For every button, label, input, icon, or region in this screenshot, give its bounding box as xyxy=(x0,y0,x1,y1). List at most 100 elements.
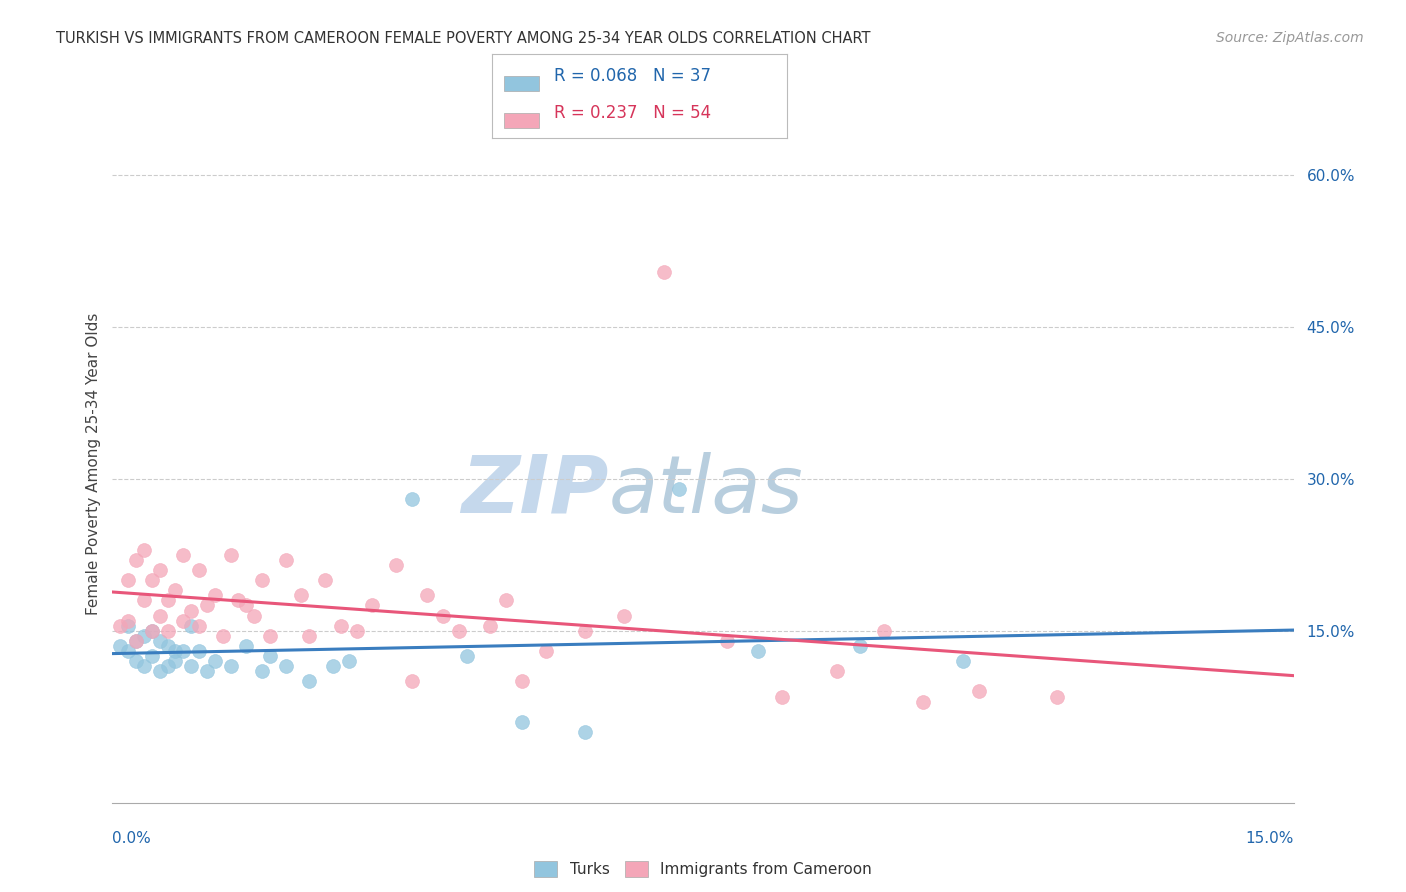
Text: TURKISH VS IMMIGRANTS FROM CAMEROON FEMALE POVERTY AMONG 25-34 YEAR OLDS CORRELA: TURKISH VS IMMIGRANTS FROM CAMEROON FEMA… xyxy=(56,31,870,46)
Point xyxy=(228,593,250,607)
Point xyxy=(156,624,179,638)
Point xyxy=(298,629,321,643)
Point xyxy=(156,639,179,653)
Point xyxy=(204,654,226,668)
Point xyxy=(314,573,336,587)
Point xyxy=(188,563,211,577)
Point xyxy=(149,634,172,648)
Point xyxy=(873,624,896,638)
Point xyxy=(195,665,218,679)
Point xyxy=(132,659,155,673)
Point xyxy=(235,639,257,653)
Point xyxy=(132,593,155,607)
Point xyxy=(188,644,211,658)
Text: R = 0.068   N = 37: R = 0.068 N = 37 xyxy=(554,67,711,85)
Point xyxy=(180,659,202,673)
Point xyxy=(211,629,233,643)
Point xyxy=(298,674,321,689)
Bar xyxy=(503,76,540,91)
Point xyxy=(165,654,187,668)
Point xyxy=(747,644,769,658)
Point xyxy=(165,644,187,658)
Text: atlas: atlas xyxy=(609,452,803,530)
Point xyxy=(447,624,470,638)
Point xyxy=(156,593,179,607)
Point xyxy=(432,608,454,623)
Point xyxy=(385,558,408,572)
Point xyxy=(117,573,139,587)
Point xyxy=(534,644,557,658)
Point xyxy=(110,618,132,632)
Point xyxy=(849,639,872,653)
Y-axis label: Female Poverty Among 25-34 Year Olds: Female Poverty Among 25-34 Year Olds xyxy=(86,313,101,615)
Point xyxy=(510,674,533,689)
Point xyxy=(967,684,990,698)
Point xyxy=(219,548,242,562)
Point xyxy=(156,659,179,673)
Bar xyxy=(503,112,540,128)
Point xyxy=(613,608,636,623)
Point xyxy=(141,649,163,664)
Point xyxy=(346,624,368,638)
Point xyxy=(290,588,312,602)
Point xyxy=(401,492,423,507)
Point xyxy=(188,618,211,632)
Point xyxy=(180,603,202,617)
Point xyxy=(574,624,596,638)
Point xyxy=(149,608,172,623)
Point xyxy=(172,548,194,562)
Point xyxy=(117,644,139,658)
Point xyxy=(361,599,384,613)
Point xyxy=(125,553,148,567)
Point xyxy=(259,649,281,664)
Text: ZIP: ZIP xyxy=(461,452,609,530)
Point xyxy=(149,563,172,577)
Point xyxy=(479,618,502,632)
Point xyxy=(652,264,675,278)
Point xyxy=(952,654,974,668)
Point xyxy=(510,714,533,729)
Point xyxy=(204,588,226,602)
Legend: Turks, Immigrants from Cameroon: Turks, Immigrants from Cameroon xyxy=(529,855,877,883)
Point xyxy=(337,654,360,668)
Point xyxy=(825,665,848,679)
Point xyxy=(141,624,163,638)
Point xyxy=(117,618,139,632)
Point xyxy=(912,695,935,709)
Point xyxy=(716,634,738,648)
Point xyxy=(172,614,194,628)
Point xyxy=(149,665,172,679)
Point xyxy=(125,634,148,648)
Point xyxy=(125,634,148,648)
Point xyxy=(125,654,148,668)
Point xyxy=(770,690,793,704)
Point xyxy=(132,542,155,557)
Text: R = 0.237   N = 54: R = 0.237 N = 54 xyxy=(554,103,711,122)
Point xyxy=(195,599,218,613)
Point xyxy=(165,583,187,598)
Point xyxy=(117,614,139,628)
Point xyxy=(243,608,266,623)
Point xyxy=(172,644,194,658)
Point xyxy=(250,665,273,679)
Point xyxy=(250,573,273,587)
Text: 15.0%: 15.0% xyxy=(1246,831,1294,846)
Point xyxy=(416,588,439,602)
Point xyxy=(259,629,281,643)
Point xyxy=(110,639,132,653)
Point xyxy=(219,659,242,673)
Point xyxy=(668,482,690,496)
Point xyxy=(574,725,596,739)
Point xyxy=(456,649,478,664)
Text: 0.0%: 0.0% xyxy=(112,831,152,846)
Point xyxy=(401,674,423,689)
Point xyxy=(132,629,155,643)
Point xyxy=(329,618,352,632)
Point xyxy=(1046,690,1069,704)
Point xyxy=(274,659,297,673)
Text: Source: ZipAtlas.com: Source: ZipAtlas.com xyxy=(1216,31,1364,45)
Point xyxy=(141,573,163,587)
Point xyxy=(141,624,163,638)
Point xyxy=(180,618,202,632)
Point xyxy=(495,593,517,607)
